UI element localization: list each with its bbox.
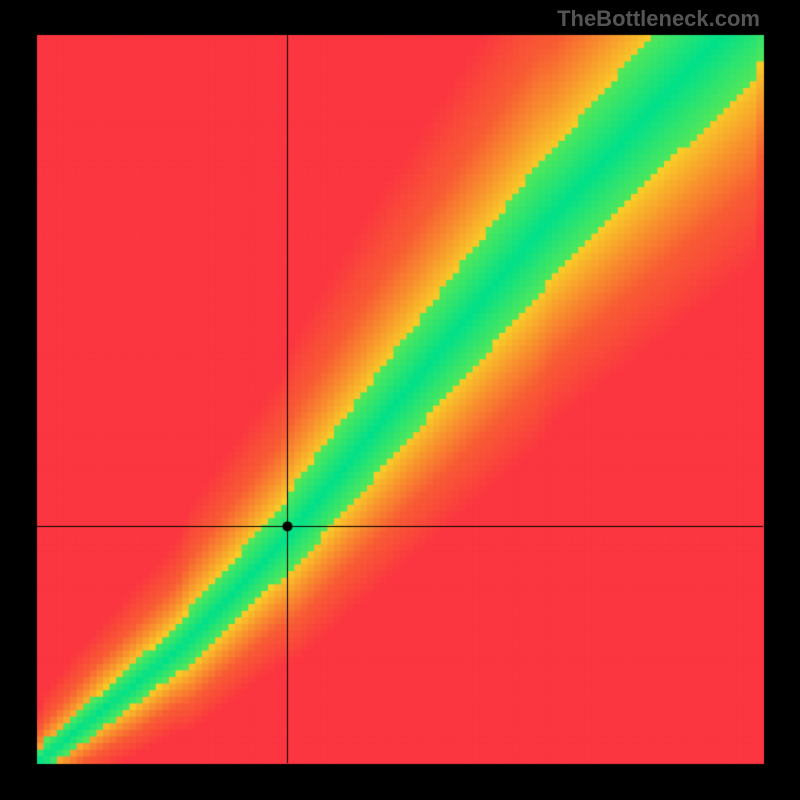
figure-container: TheBottleneck.com (0, 0, 800, 800)
bottleneck-heatmap (0, 0, 800, 800)
watermark-text: TheBottleneck.com (557, 6, 760, 32)
